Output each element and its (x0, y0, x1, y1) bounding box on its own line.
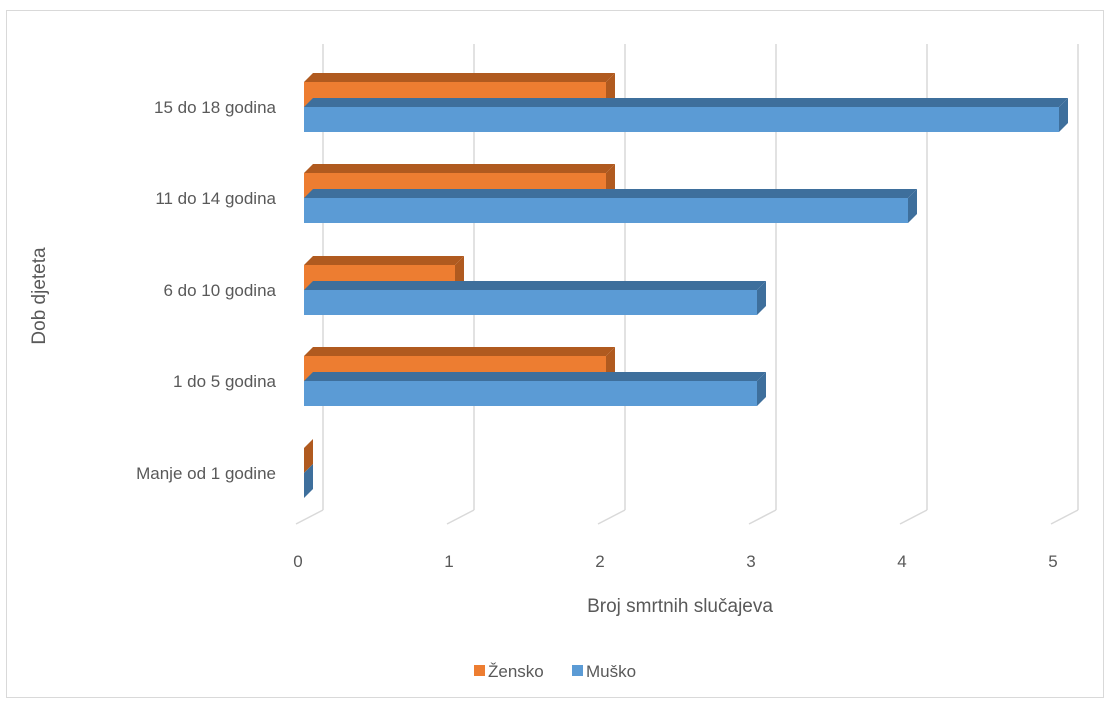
category-labels: 15 do 18 godina 11 do 14 godina 6 do 10 go… (136, 98, 276, 483)
bar-side-face (304, 439, 313, 473)
bar-musko (304, 98, 1068, 132)
category-label: 15 do 18 godina (154, 98, 276, 117)
bar-front-face (304, 290, 757, 315)
legend-label-musko: Muško (586, 662, 636, 681)
bar-front-face (304, 381, 757, 406)
bar-top-face (304, 281, 766, 290)
x-tick-label: 2 (595, 552, 604, 571)
bars (304, 73, 1068, 498)
bar-side-face (304, 464, 313, 498)
bar-top-face (304, 98, 1068, 107)
gridline-floor (899, 509, 928, 525)
x-tick-label: 4 (897, 552, 906, 571)
bar-top-face (304, 189, 917, 198)
x-axis-title: Broj smrtnih slučajeva (587, 596, 773, 617)
bar-side-face (1059, 98, 1068, 132)
x-tick-labels: 0 1 2 3 4 5 (293, 552, 1057, 571)
y-axis-title: Dob djeteta (29, 247, 50, 345)
bar-front-face (304, 198, 908, 223)
x-tick-label: 1 (444, 552, 453, 571)
bar-side-face (757, 372, 766, 406)
x-tick-label: 5 (1048, 552, 1057, 571)
bar-side-face (908, 189, 917, 223)
legend-swatch-musko (572, 665, 583, 676)
bar-zensko (304, 439, 313, 473)
bar-top-face (304, 256, 464, 265)
x-tick-label: 3 (746, 552, 755, 571)
bar-musko (304, 281, 766, 315)
bar-musko (304, 372, 766, 406)
bar-musko (304, 464, 313, 498)
legend-swatch-zensko (474, 665, 485, 676)
legend: Žensko Muško (474, 662, 636, 681)
legend-label-zensko: Žensko (488, 662, 544, 681)
gridline-floor (748, 509, 777, 525)
gridline-floor (295, 509, 324, 525)
category-label: Manje od 1 godine (136, 464, 276, 483)
bar-front-face (304, 107, 1059, 132)
bar-musko (304, 189, 917, 223)
x-tick-label: 0 (293, 552, 302, 571)
gridline-floor (1050, 509, 1079, 525)
category-label: 6 do 10 godina (164, 281, 277, 300)
bar-top-face (304, 164, 615, 173)
category-label: 11 do 14 godina (155, 189, 276, 208)
bar-side-face (757, 281, 766, 315)
gridline-floor (597, 509, 626, 525)
category-label: 1 do 5 godina (173, 372, 277, 391)
gridline-floor (446, 509, 475, 525)
chart-frame (6, 10, 1104, 698)
bar-top-face (304, 372, 766, 381)
bar-top-face (304, 73, 615, 82)
bar-top-face (304, 347, 615, 356)
